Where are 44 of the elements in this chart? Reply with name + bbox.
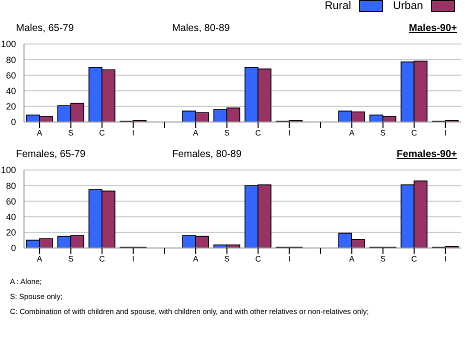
x-tick-label: S (68, 254, 74, 264)
y-tick-label: 60 (6, 70, 16, 80)
x-tick-label: C (255, 128, 262, 138)
y-tick-label: 40 (6, 212, 16, 222)
x-tick-label: A (193, 128, 200, 138)
y-tick-label: 0 (10, 243, 16, 254)
x-tick-label: C (255, 254, 262, 264)
text: Males, 80-89 (172, 23, 230, 34)
y-tick-label: 0 (10, 117, 16, 128)
text: Females, 80-89 (172, 149, 242, 160)
x-tick-label: I (444, 128, 447, 138)
x-tick-label: I (288, 128, 290, 138)
x-tick-label: I (132, 128, 134, 138)
x-tick-label: S (68, 128, 74, 138)
legend-label: Urban (393, 0, 423, 12)
x-tick-label: I (132, 254, 134, 264)
x-tick-label: C (99, 128, 106, 138)
text: Females, 65-79 (16, 149, 86, 160)
y-tick-label: 100 (0, 39, 16, 50)
y-tick-label: 100 (0, 165, 16, 176)
y-tick-label: 80 (6, 54, 16, 65)
text: Females-90+ (396, 149, 457, 160)
x-tick-label: C (411, 128, 418, 138)
y-tick-label: 80 (6, 180, 16, 191)
x-tick-label: A (349, 128, 356, 138)
y-tick-label: 60 (6, 196, 16, 206)
y-tick-label: 20 (6, 228, 16, 238)
legend-label: Rural (324, 0, 352, 12)
x-tick-label: S (380, 128, 386, 138)
x-tick-label: S (224, 128, 230, 138)
x-tick-label: I (444, 254, 447, 264)
x-tick-label: A (36, 254, 43, 264)
x-tick-label: C (99, 254, 106, 264)
y-tick-label: 20 (6, 102, 16, 112)
x-tick-label: S (224, 254, 230, 264)
x-tick-label: C (411, 254, 418, 264)
x-tick-label: A (193, 254, 200, 264)
text: Males-90+ (408, 23, 457, 34)
x-tick-label: S (380, 254, 386, 264)
x-tick-label: A (349, 254, 356, 264)
y-tick-label: 40 (6, 86, 16, 96)
text: Males, 65-79 (16, 23, 74, 34)
x-tick-label: A (36, 128, 43, 138)
x-tick-label: I (288, 254, 290, 264)
